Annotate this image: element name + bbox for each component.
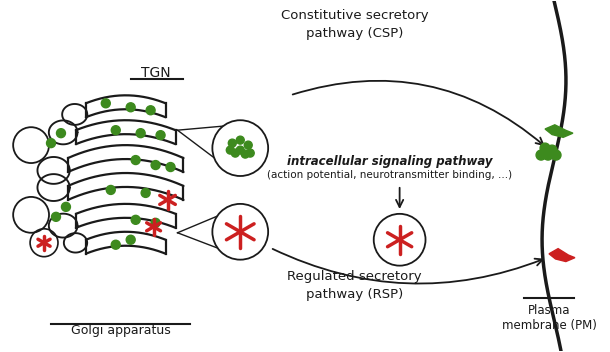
Circle shape (151, 218, 160, 227)
Circle shape (246, 149, 254, 157)
Circle shape (151, 161, 160, 170)
Text: intracellular signaling pathway: intracellular signaling pathway (287, 155, 492, 168)
Circle shape (111, 126, 120, 135)
Circle shape (228, 139, 236, 147)
Circle shape (540, 143, 550, 153)
Polygon shape (545, 125, 573, 137)
Circle shape (244, 141, 252, 149)
Circle shape (57, 129, 65, 138)
Circle shape (236, 146, 244, 154)
Circle shape (166, 163, 175, 171)
Circle shape (231, 149, 239, 157)
Circle shape (62, 202, 70, 211)
Circle shape (131, 215, 140, 224)
Circle shape (547, 145, 557, 155)
Text: Constitutive secretory
pathway (CSP): Constitutive secretory pathway (CSP) (281, 9, 429, 40)
Polygon shape (549, 249, 575, 262)
Circle shape (131, 156, 140, 164)
Circle shape (126, 235, 135, 244)
Circle shape (374, 214, 426, 266)
Circle shape (212, 120, 268, 176)
Circle shape (212, 204, 268, 260)
Circle shape (101, 99, 110, 108)
Circle shape (156, 131, 165, 140)
Circle shape (51, 212, 60, 221)
Circle shape (236, 136, 244, 144)
Circle shape (241, 150, 249, 158)
Text: Plasma
membrane (PM): Plasma membrane (PM) (501, 304, 597, 333)
Text: Golgi apparatus: Golgi apparatus (71, 324, 171, 337)
FancyArrowPatch shape (396, 188, 403, 207)
Circle shape (536, 150, 546, 160)
Text: TGN: TGN (141, 67, 170, 80)
Text: Regulated secretory
pathway (RSP): Regulated secretory pathway (RSP) (287, 270, 422, 301)
Circle shape (226, 146, 234, 154)
Circle shape (126, 103, 135, 112)
Text: (action potential, neurotransmitter binding, ...): (action potential, neurotransmitter bind… (267, 170, 512, 180)
FancyArrowPatch shape (293, 81, 544, 145)
Circle shape (106, 186, 115, 194)
Circle shape (46, 139, 56, 147)
Circle shape (136, 129, 145, 138)
Circle shape (543, 150, 553, 160)
Circle shape (111, 240, 120, 249)
FancyArrowPatch shape (273, 249, 542, 284)
Circle shape (551, 150, 561, 160)
Circle shape (141, 188, 150, 197)
Circle shape (146, 106, 155, 115)
